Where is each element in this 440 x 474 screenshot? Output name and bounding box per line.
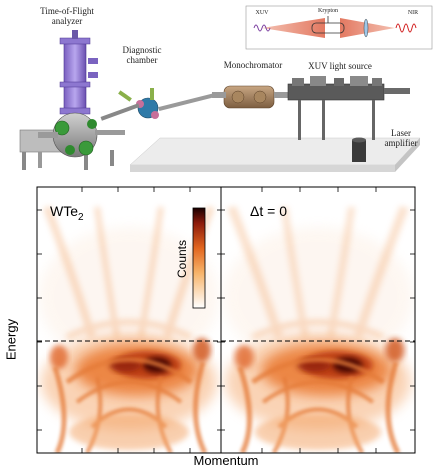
- inset-krypton-label: Krypton: [318, 8, 338, 14]
- tof-analyzer-icon: [63, 41, 87, 113]
- colorbar-label: Counts: [175, 239, 189, 279]
- laser-amplifier-label-line2: amplifier: [384, 138, 418, 148]
- diagnostic-chamber-label-line1: Diagnostic: [122, 45, 162, 55]
- diagnostic-chamber-label-line2: chamber: [126, 55, 158, 65]
- tof-analyzer-label-line1: Time-of-Flight: [40, 6, 94, 16]
- optical-table-front: [130, 165, 395, 172]
- laser-amplifier-label-line1: Laser: [391, 128, 411, 138]
- xuv-source-icon: [287, 83, 385, 101]
- tof-analyzer-label-line2: analyzer: [51, 16, 83, 26]
- diagnostic-chamber-label: Diagnostic chamber: [112, 45, 172, 65]
- xuv-source-label: XUV light source: [308, 61, 372, 71]
- panel-left-label-sub: 2: [78, 211, 84, 223]
- laser-amplifier-label: Laser amplifier: [376, 128, 426, 148]
- y-axis-label: Energy: [3, 318, 19, 361]
- monochromator-icon: [223, 85, 275, 109]
- x-axis-label: Momentum: [193, 453, 259, 468]
- inset-nir-label: NIR: [407, 10, 419, 16]
- tof-analyzer-label: Time-of-Flight analyzer: [32, 6, 102, 26]
- panel-right-label: Δt = 0: [250, 203, 287, 219]
- panel-left-label: WTe2: [50, 203, 84, 223]
- inset-xuv-label: XUV: [255, 10, 269, 16]
- setup-illustration: [19, 5, 433, 172]
- panel-right-spectrum: [221, 187, 415, 453]
- plot-frame: [36, 186, 416, 454]
- panel-left-label-main: WTe: [50, 203, 78, 219]
- monochromator-label: Monochromator: [223, 60, 283, 70]
- laser-amplifier-icon: [352, 140, 366, 162]
- colorbar: [192, 207, 206, 309]
- ticks: [37, 187, 415, 453]
